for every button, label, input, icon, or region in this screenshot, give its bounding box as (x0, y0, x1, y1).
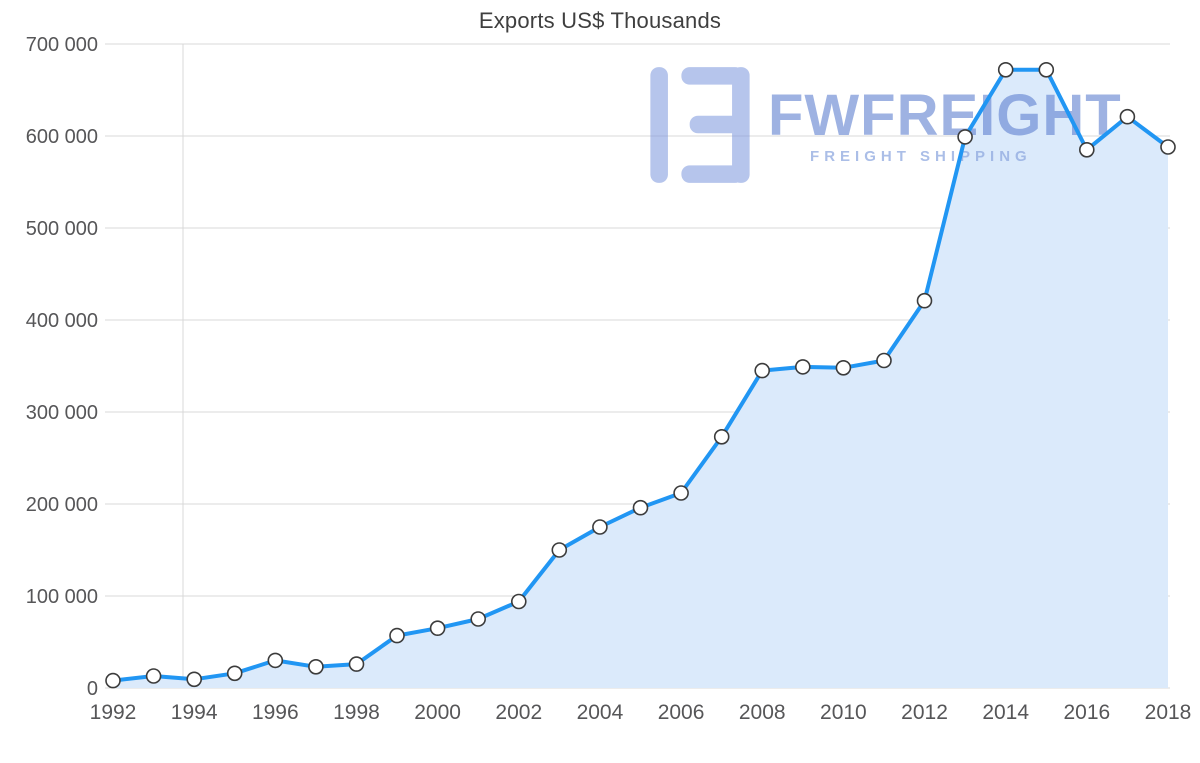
x-axis-tick-label: 1992 (90, 701, 137, 724)
x-axis-tick-label: 2006 (658, 701, 705, 724)
data-point-2013[interactable] (957, 129, 973, 145)
data-point-2006[interactable] (673, 485, 689, 501)
series-line (111, 67, 1170, 683)
data-point-1994[interactable] (186, 671, 202, 688)
y-axis-tick-label: 100 000 (26, 586, 98, 608)
x-axis-tick-label: 2018 (1145, 701, 1192, 724)
data-point-2018[interactable] (1160, 139, 1176, 155)
y-axis-tick-label: 700 000 (26, 34, 98, 56)
x-axis-tick-label: 1998 (333, 701, 380, 724)
data-point-2002[interactable] (510, 593, 527, 610)
x-axis-tick-label: 1996 (252, 701, 299, 724)
chart-title: Exports US$ Thousands (478, 8, 722, 33)
y-axis-tick-label: 500 000 (26, 218, 98, 240)
data-point-1995[interactable] (226, 665, 243, 682)
fwfreight-logo-icon (650, 67, 750, 183)
data-point-2007[interactable] (713, 428, 730, 445)
series-area-fill (113, 69, 1168, 689)
x-axis-tick-label: 2014 (982, 701, 1029, 724)
data-point-2010[interactable] (835, 359, 852, 376)
data-point-2015[interactable] (1038, 62, 1055, 78)
x-axis-tick-label: 1994 (171, 701, 218, 724)
data-point-2000[interactable] (429, 620, 446, 637)
x-axis-tick-label: 2016 (1063, 701, 1110, 724)
data-point-2004[interactable] (592, 519, 608, 535)
x-axis-tick-label: 2010 (820, 701, 867, 724)
x-axis-tick-label: 2004 (577, 701, 624, 724)
data-point-1996[interactable] (267, 652, 284, 669)
data-point-2011[interactable] (876, 352, 892, 369)
data-point-2001[interactable] (470, 611, 487, 627)
data-point-1998[interactable] (348, 656, 365, 672)
y-axis-tick-label: 600 000 (26, 126, 98, 148)
data-point-2008[interactable] (754, 362, 771, 379)
watermark: FWFREIGHT FREIGHT SHIPPING (648, 64, 1122, 186)
watermark-brand: FWFREIGHT (768, 83, 1122, 148)
data-point-2017[interactable] (1119, 108, 1136, 125)
x-axis-tick-label: 2008 (739, 701, 786, 724)
data-point-1992[interactable] (105, 672, 121, 689)
data-point-1993[interactable] (145, 668, 162, 684)
y-axis-tick-label: 300 000 (26, 402, 98, 424)
data-point-1999[interactable] (389, 627, 405, 644)
watermark-tagline: FREIGHT SHIPPING (810, 148, 1032, 166)
x-axis-tick-label: 2002 (495, 701, 542, 724)
y-axis-tick-label: 200 000 (26, 494, 98, 516)
x-axis-tick-label: 2012 (901, 701, 948, 724)
y-axis-tick-label: 400 000 (26, 310, 98, 332)
y-axis-tick-label: 0 (87, 678, 98, 700)
data-point-1997[interactable] (308, 658, 324, 675)
data-point-2009[interactable] (794, 359, 811, 375)
data-point-2014[interactable] (997, 62, 1014, 78)
data-point-2012[interactable] (916, 292, 933, 309)
watermark-text: FWFREIGHT FREIGHT SHIPPING (768, 86, 1122, 165)
data-point-2016[interactable] (1079, 142, 1095, 158)
data-point-2005[interactable] (632, 499, 649, 516)
x-axis-tick-label: 2000 (414, 701, 461, 724)
data-point-2003[interactable] (551, 542, 568, 558)
